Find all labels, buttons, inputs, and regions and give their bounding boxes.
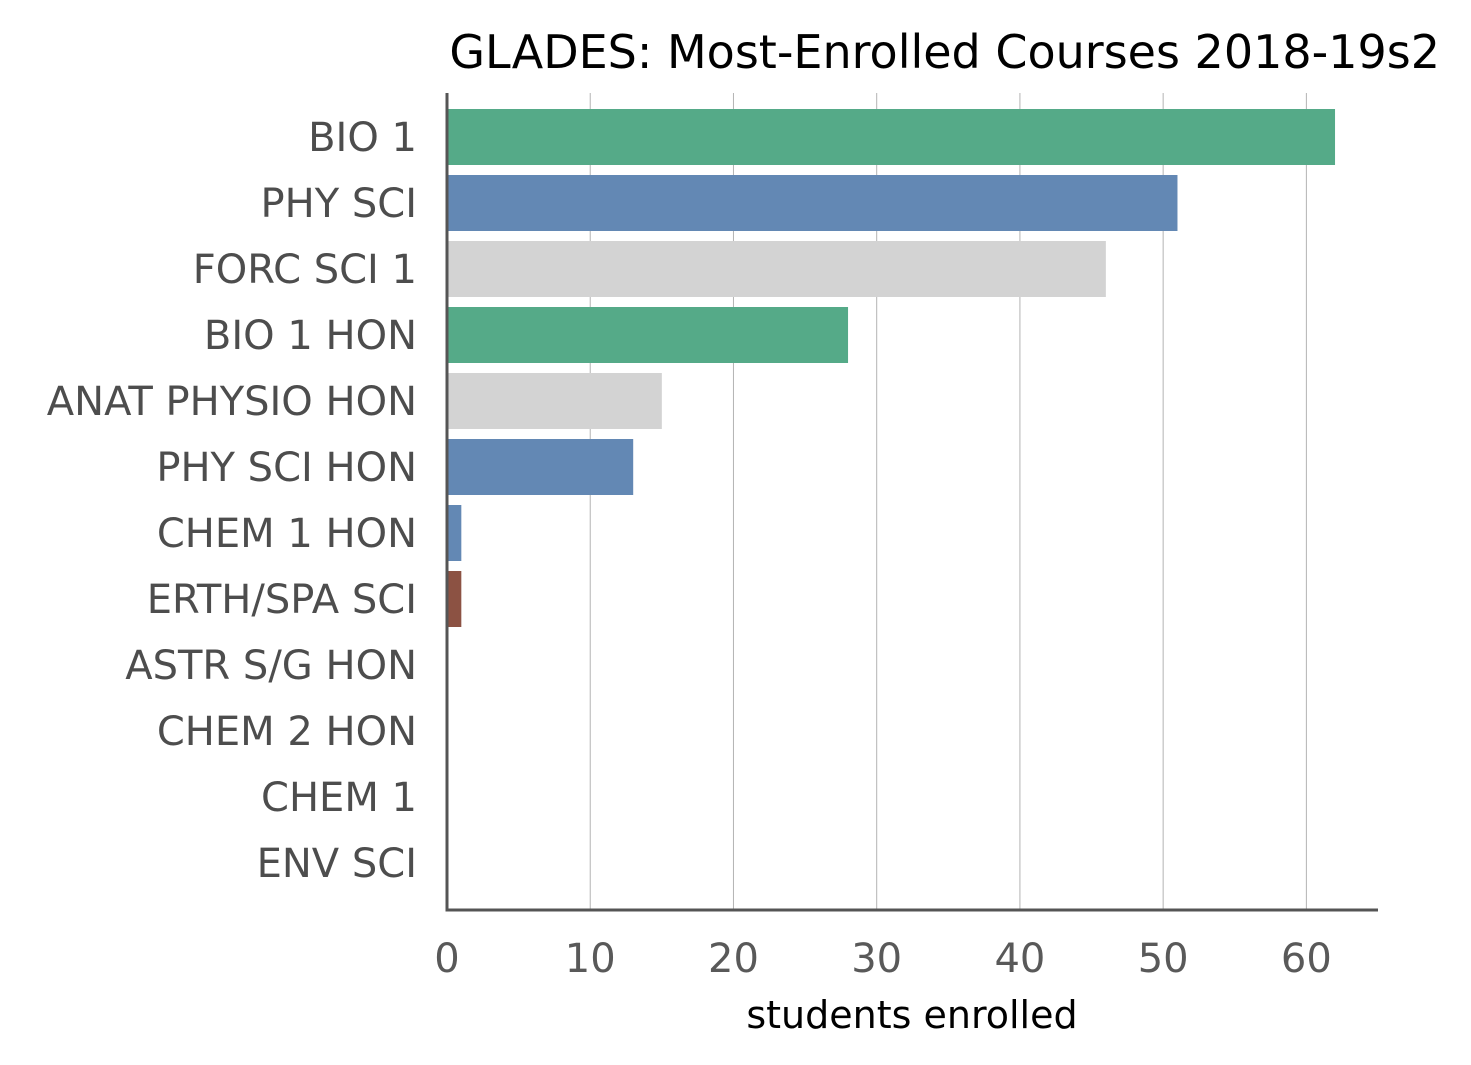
x-axis-label: students enrolled	[746, 993, 1077, 1037]
category-labels: BIO 1 PHY SCI FORC SCI 1 BIO 1 HON ANAT PHYS…	[47, 115, 417, 887]
category-label: CHEM 1 HON	[157, 511, 417, 557]
chart-title: GLADES: Most-Enrolled Courses 2018-19s2	[449, 25, 1440, 79]
category-label: FORC SCI 1	[193, 247, 417, 293]
x-tick-labels: 0 10 20 30 40 50 60	[434, 936, 1332, 982]
category-label: BIO 1 HON	[204, 313, 417, 359]
bar	[447, 505, 462, 561]
category-label: ANAT PHYSIO HON	[47, 379, 417, 425]
category-label: PHY SCI	[261, 181, 417, 227]
bar	[447, 175, 1178, 231]
x-tick-label: 50	[1138, 936, 1189, 982]
x-tick-label: 0	[434, 936, 459, 982]
bars	[447, 109, 1336, 627]
category-label: ASTR S/G HON	[125, 643, 417, 689]
bar	[447, 373, 662, 429]
bar	[447, 241, 1106, 297]
x-tick-label: 60	[1281, 936, 1332, 982]
category-label: ENV SCI	[257, 841, 417, 887]
category-label: PHY SCI HON	[156, 445, 417, 491]
axis-spines	[445, 93, 1378, 912]
bar	[447, 307, 849, 363]
x-tick-label: 10	[565, 936, 616, 982]
bar	[447, 439, 634, 495]
category-label: ERTH/SPA SCI	[147, 577, 417, 623]
category-label: CHEM 2 HON	[157, 709, 417, 755]
x-tick-label: 20	[708, 936, 759, 982]
bar	[447, 571, 462, 627]
x-tick-label: 40	[994, 936, 1045, 982]
category-label: BIO 1	[308, 115, 417, 161]
category-label: CHEM 1	[261, 775, 417, 821]
bar	[447, 109, 1336, 165]
x-tick-label: 30	[851, 936, 902, 982]
